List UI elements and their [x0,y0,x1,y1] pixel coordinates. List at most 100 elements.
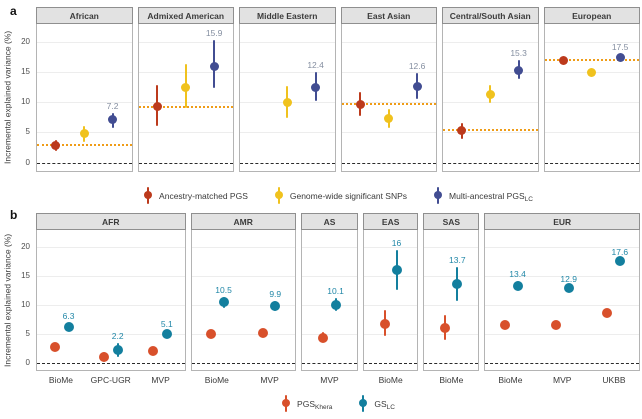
facet-plot: 13.7 [423,230,480,371]
legend-label: PGSKhera [297,398,333,411]
facet-header: Admixed American [137,7,234,24]
multi-ancestral-pgs-lc-point [514,65,524,75]
pgs-khera-point [257,327,268,338]
multi-ancestral-pgs-lc-point [311,83,321,93]
gs-lc-point [614,256,625,267]
multi-ancestral-pgs-lc-point [108,114,118,124]
gs-lc-point [161,328,172,339]
gridline [191,247,295,249]
gridline [240,132,335,134]
y-axis-ticks: 0 5 10 15 20 [14,7,32,207]
pgs-khera-point [601,307,612,318]
ancestry-matched-pgs-point [457,125,467,135]
genome-wide-significant-snps-point [282,97,292,107]
multi-ancestral-pgs-lc-point [615,52,625,62]
facet-african: African 7.2 [36,7,133,172]
legend-label-text: GS [374,398,387,409]
panel-a-tag: a [10,4,17,18]
legend-label-subscript: LC [386,403,395,411]
gridline [364,305,418,307]
gridline [485,305,639,307]
facet-plot: 13.4 12.9 17.6 [484,230,640,371]
x-axis-labels: BioMe GPC-UGR MVP [36,371,186,387]
gridline [443,132,538,134]
pgs-khera-point [49,341,60,352]
x-category-label: BioMe [48,375,74,385]
point-value-label: 2.2 [111,331,124,342]
legend-label-subscript: Khera [315,403,333,411]
y-tick-label: 20 [21,242,30,252]
facet-header: Central/South Asian [442,7,539,24]
facet-plot: 17.5 [543,24,640,172]
gridline [443,72,538,74]
point-value-label: 10.5 [215,285,232,296]
legend-item-pgs-khera: PGSKhera [281,395,332,412]
ancestry-matched-pgs-point [51,140,61,150]
x-axis-labels: BioMe [423,371,479,387]
x-category-label: UKBB [602,375,626,385]
point-value-label: 13.4 [509,269,526,280]
legend-marker-circle [144,191,153,199]
x-category-label: MVP [151,375,170,385]
y-tick-label: 10 [21,300,30,310]
legend-item-ancestry-matched-pgs: Ancestry-matched PGS [143,187,248,204]
genome-wide-significant-snps-point [79,129,89,139]
gridline [364,247,418,249]
pointrange-marker-icon [358,395,368,412]
pgs-khera-point [147,346,158,357]
facet-header: SAS [423,213,480,230]
legend-label-text: PGS [297,398,315,409]
multi-ancestral-pgs-lc-point [209,62,219,72]
zero-baseline [138,162,233,164]
point-value-label: 12.6 [408,61,426,72]
point-value-label: 9.9 [269,288,282,299]
point-value-label: 15.9 [205,28,223,39]
gs-lc-point [270,300,281,311]
point-value-label: 6.3 [62,310,75,321]
facet-east-asian: East Asian 12.6 [340,7,437,172]
zero-baseline [341,162,436,164]
gridline [485,334,639,336]
point-value-label: 16 [391,238,402,249]
facet-header: African [36,7,133,24]
gridline [191,334,295,336]
gs-lc-point [512,280,523,291]
gridline [301,276,358,278]
gridline [424,276,479,278]
gridline [364,276,418,278]
gridline [485,247,639,249]
x-category-label: BioMe [498,375,523,385]
pgs-khera-point [98,351,109,362]
pgs-khera-point [499,320,510,331]
gridline [37,276,185,278]
gridline [191,305,295,307]
ancestry-matched-reference-line [341,103,436,106]
y-tick-label: 20 [21,37,30,47]
pgs-khera-point [379,318,390,329]
y-tick-label: 15 [21,271,30,281]
zero-baseline [37,363,185,365]
gridline [191,276,295,278]
facet-header: EUR [484,213,640,230]
pointrange-marker-icon [281,395,291,412]
ancestry-matched-pgs-point [152,102,162,112]
y-tick-label: 5 [25,329,30,339]
legend-marker-circle [282,399,291,407]
legend: Ancestry-matched PGS Genome-wide signific… [36,187,640,204]
x-category-label: BioMe [439,375,464,385]
facet-header: AFR [36,213,186,230]
panel-b: b Incremental explained variance (%) 0 5 1… [0,208,642,419]
facet-header: AMR [190,213,296,230]
genome-wide-significant-snps-point [485,89,495,99]
ancestry-matched-reference-line [443,129,538,132]
point-value-label: 12.9 [560,273,577,284]
facet-central-south-asian: Central/South Asian 15.3 [442,7,539,172]
gridline [37,72,132,74]
facet-plot: 15.9 [137,24,234,172]
facet-eur: EUR 13.4 12.9 17.6 BioMe MVP UKBB [484,213,640,387]
facet-header: East Asian [340,7,437,24]
gridline [341,132,436,134]
legend-marker-circle [359,399,368,407]
facet-sas: SAS 13.7 BioMe [423,213,480,387]
x-category-label: GPC-UGR [90,375,131,385]
